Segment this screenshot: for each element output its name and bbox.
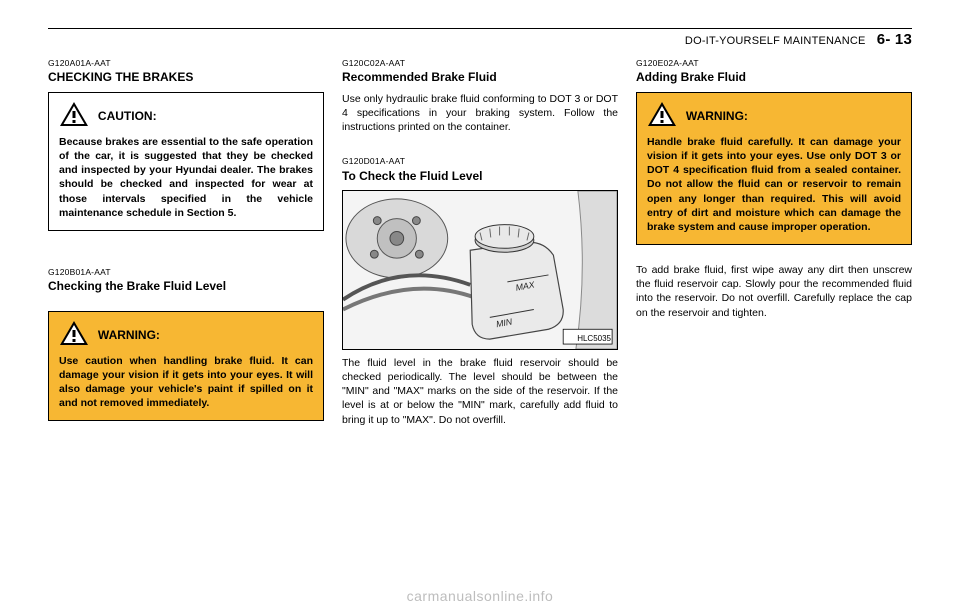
section-fluid-level: G120B01A-AAT Checking the Brake Fluid Le… (48, 267, 324, 422)
caution-label: CAUTION: (98, 109, 157, 123)
section-code: G120C02A-AAT (342, 58, 618, 69)
section-adding-fluid: G120E02A-AAT Adding Brake Fluid WARNING:… (636, 58, 912, 320)
section-title: Recommended Brake Fluid (342, 69, 618, 85)
section-code: G120A01A-AAT (48, 58, 324, 69)
warning-label: WARNING: (686, 109, 748, 123)
section-check-level: G120D01A-AAT To Check the Fluid Level (342, 156, 618, 427)
warning-label: WARNING: (98, 328, 160, 342)
spacer (48, 249, 324, 267)
warning-text: Use caution when handling brake fluid. I… (59, 354, 313, 411)
section-recommended-fluid: G120C02A-AAT Recommended Brake Fluid Use… (342, 58, 618, 134)
section-code: G120D01A-AAT (342, 156, 618, 167)
reservoir-figure: MAX MIN HLC5035 (342, 190, 618, 350)
warning-icon (59, 320, 89, 350)
page-number: 6- 13 (877, 31, 912, 48)
section-code: G120B01A-AAT (48, 267, 324, 278)
section-name: DO-IT-YOURSELF MAINTENANCE (685, 35, 866, 47)
section-title: CHECKING THE BRAKES (48, 69, 324, 85)
warning-box: WARNING: Handle brake fluid carefully. I… (636, 92, 912, 245)
section-code: G120E02A-AAT (636, 58, 912, 69)
warning-icon (647, 101, 677, 131)
spacer (48, 301, 324, 311)
paragraph: The fluid level in the brake fluid reser… (342, 356, 618, 427)
section-title: To Check the Fluid Level (342, 168, 618, 184)
watermark: carmanualsonline.info (407, 588, 554, 604)
column-1: G120A01A-AAT CHECKING THE BRAKES CAUTION… (48, 58, 324, 441)
paragraph: Use only hydraulic brake fluid conformin… (342, 92, 618, 135)
section-brakes: G120A01A-AAT CHECKING THE BRAKES CAUTION… (48, 58, 324, 231)
column-2: G120C02A-AAT Recommended Brake Fluid Use… (342, 58, 618, 441)
warning-text: Handle brake fluid carefully. It can dam… (647, 135, 901, 234)
figure-label: HLC5035 (577, 334, 611, 345)
paragraph: To add brake fluid, first wipe away any … (636, 263, 912, 320)
top-rule (48, 28, 912, 29)
column-3: G120E02A-AAT Adding Brake Fluid WARNING:… (636, 58, 912, 441)
spacer (342, 148, 618, 156)
warning-box: WARNING: Use caution when handling brake… (48, 311, 324, 422)
caution-box: CAUTION: Because brakes are essential to… (48, 92, 324, 231)
caution-icon (59, 101, 89, 131)
page-header: DO-IT-YOURSELF MAINTENANCE 6- 13 (48, 31, 912, 48)
content-columns: G120A01A-AAT CHECKING THE BRAKES CAUTION… (48, 58, 912, 441)
section-title: Adding Brake Fluid (636, 69, 912, 85)
section-title: Checking the Brake Fluid Level (48, 278, 324, 294)
caution-text: Because brakes are essential to the safe… (59, 135, 313, 220)
